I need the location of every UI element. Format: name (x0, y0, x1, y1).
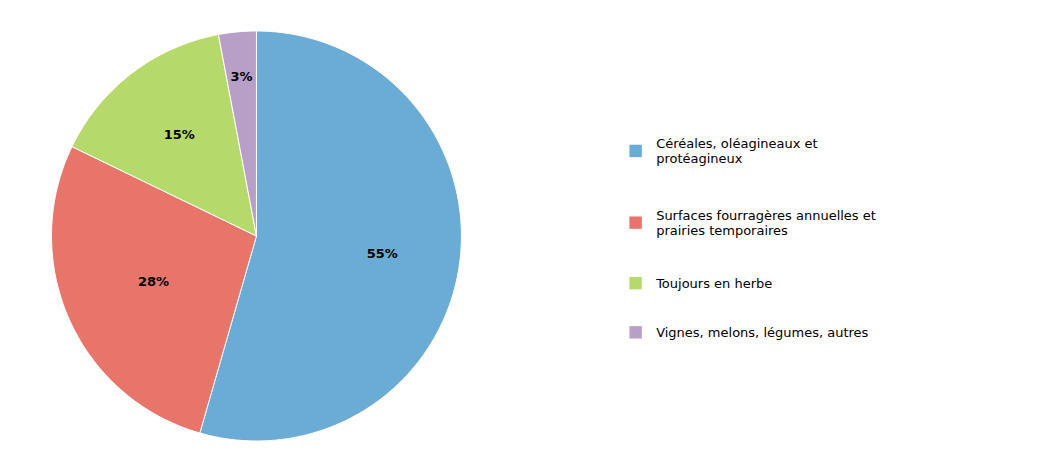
svg-text:Vignes, melons, légumes, autre: Vignes, melons, légumes, autres (656, 325, 868, 340)
svg-text:3%: 3% (231, 69, 253, 84)
svg-text:Céréales, oléagineaux etprotéa: Céréales, oléagineaux etprotéagineux (656, 136, 818, 166)
svg-text:55%: 55% (367, 246, 398, 261)
svg-text:Surfaces fourragères annuelles: Surfaces fourragères annuelles etprairie… (656, 208, 876, 238)
svg-text:28%: 28% (138, 274, 169, 289)
svg-text:Toujours en herbe: Toujours en herbe (655, 276, 772, 291)
svg-text:15%: 15% (164, 127, 195, 142)
